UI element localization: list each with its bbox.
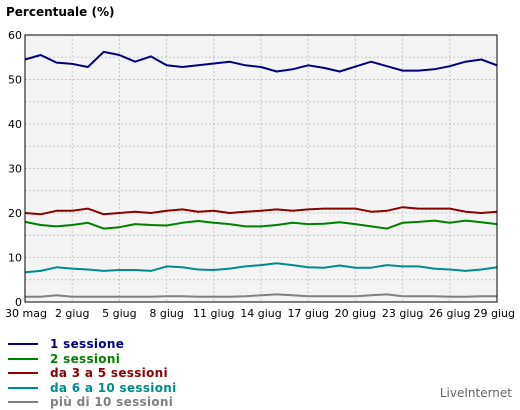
legend-swatch	[8, 372, 38, 375]
x-tick-label: 26 giug	[429, 307, 471, 320]
legend-swatch	[8, 343, 38, 346]
series-layer	[24, 50, 498, 298]
legend-label: più di 10 sessioni	[50, 395, 174, 410]
axis-labels: 0 10 20 30 40 50 60 30 mag 2 giug 5 giug 8 giug 11 …	[5, 29, 515, 320]
x-tick-label: 5 giug	[102, 307, 137, 320]
legend-swatch	[8, 357, 38, 360]
y-axis-title: Percentuale (%)	[6, 5, 114, 19]
x-tick-label: 17 giug	[287, 307, 329, 320]
x-tick-label: 30 mag	[5, 307, 47, 320]
legend-item: 1 sessione	[8, 337, 177, 352]
x-tick-label: 20 giug	[335, 307, 377, 320]
legend-label: da 6 a 10 sessioni	[50, 380, 177, 395]
x-tick-label: 23 giug	[382, 307, 424, 320]
legend-label: 1 sessione	[50, 337, 125, 352]
legend-label: da 3 a 5 sessioni	[50, 366, 168, 381]
legend: 1 sessione 2 sessioni da 3 a 5 sessioni da …	[8, 337, 177, 410]
y-tick-label: 10	[8, 252, 22, 265]
y-tick-label: 30	[8, 163, 22, 176]
series-line-da-6-a-10-sessioni	[24, 262, 498, 274]
legend-swatch	[8, 386, 38, 389]
line-chart: Percentuale (%) 0 10 20 30 40 50 60 30 mag 2 giu…	[5, 5, 515, 320]
y-tick-label: 40	[8, 118, 22, 131]
series-line-pi-di-10-sessioni	[25, 293, 497, 298]
x-tick-label: 11 giug	[193, 307, 235, 320]
y-tick-label: 0	[15, 296, 22, 309]
liveinternet-brand: LiveInternet	[439, 386, 512, 400]
plot-border	[24, 34, 498, 303]
legend-swatch	[8, 401, 38, 404]
y-tick-label: 60	[8, 29, 22, 42]
legend-item: 2 sessioni	[8, 352, 177, 367]
legend-item: da 6 a 10 sessioni	[8, 381, 177, 396]
series-line-2-sessioni	[24, 219, 498, 230]
legend-label: 2 sessioni	[50, 351, 121, 366]
series-line-da-3-a-5-sessioni	[24, 206, 498, 216]
x-tick-label: 14 giug	[240, 307, 282, 320]
series-line-1-sessione	[24, 50, 498, 73]
legend-item: più di 10 sessioni	[8, 395, 177, 410]
x-tick-label: 8 giug	[149, 307, 184, 320]
legend-item: da 3 a 5 sessioni	[8, 366, 177, 381]
x-tick-label: 2 giug	[55, 307, 90, 320]
y-tick-label: 20	[8, 207, 22, 220]
y-tick-label: 50	[8, 74, 22, 87]
x-tick-label: 29 giug	[474, 307, 516, 320]
